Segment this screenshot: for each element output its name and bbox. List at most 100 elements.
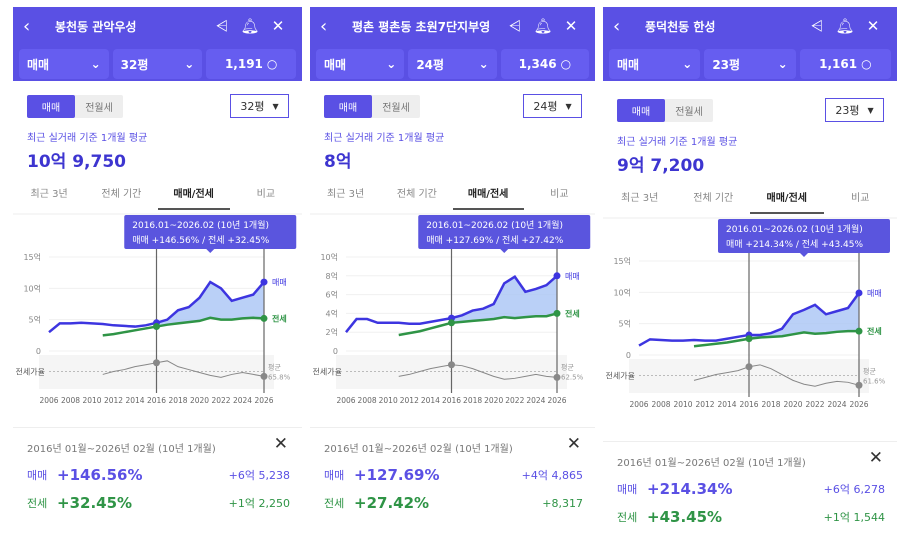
jeonse-line [102,316,265,337]
toggle-sale[interactable]: 매매 [324,95,372,118]
jeonse-line [693,329,859,348]
trade-type-value: 매매 [617,57,640,72]
jeonse-label: 전세 [27,497,48,510]
share-icon[interactable]: ⩤ [215,17,228,35]
toggle-rent[interactable]: 전월세 [85,103,113,114]
comment-count: 1,346 [518,57,557,71]
toggle-rent[interactable]: 전월세 [675,107,703,118]
size-select[interactable]: 32평 ⌄ [112,49,203,79]
share-icon[interactable]: ⩤ [810,17,823,35]
x-tick-label: 2006 [629,400,648,409]
bell-icon[interactable]: 🔔︎ [835,17,855,35]
comments-button[interactable]: 1,191 ○ [206,49,297,79]
back-icon[interactable]: ‹ [23,15,31,37]
comments-button[interactable]: 1,346 ○ [500,49,589,79]
back-icon[interactable]: ‹ [320,15,328,37]
close-icon[interactable]: ✕ [273,434,288,454]
toggle-sale[interactable]: 매매 [617,99,665,122]
price-subtitle: 최근 실거래 기준 1개월 평균 [617,137,738,148]
trade-type-select[interactable]: 매매 ⌄ [609,49,701,79]
tooltip-range: 2016.01~2026.02 (10년 1개월) [726,223,863,235]
size-value: 24평 [416,57,445,72]
range-date: 2016년 01월~2026년 02월 (10년 1개월) [617,458,806,469]
x-tick-label: 2024 [827,400,846,409]
x-tick-label: 2006 [336,396,355,405]
tab-recent-3y[interactable]: 최근 3년 [327,189,365,200]
size-dropdown[interactable]: 23평 ▼ [825,98,884,122]
y-tick-label: 10억 [320,252,338,262]
deal-toggle: 매매 전월세 [617,99,713,122]
y-tick-label: 4억 [326,308,338,318]
tab-recent-3y[interactable]: 최근 3년 [621,193,659,204]
close-icon[interactable]: ✕ [564,17,578,35]
trade-type-select[interactable]: 매매 ⌄ [19,49,109,79]
close-icon[interactable]: ✕ [868,448,883,468]
jeonse-amount: +8,317 [542,496,583,510]
jeonse-percent: +43.45% [647,508,723,526]
sale-percent: +146.56% [57,466,143,484]
close-icon[interactable]: ✕ [566,434,581,454]
tab-all-period[interactable]: 전체 기간 [101,189,142,200]
size-select[interactable]: 24평 ⌄ [408,49,497,79]
apartment-title: 풍덕천동 한성 [645,19,716,34]
chart-tabs: 최근 3년 전체 기간 매매/전세 비교 [603,189,897,214]
size-dropdown[interactable]: 24평 ▼ [523,94,582,118]
x-tick-label: 2008 [651,400,670,409]
comment-count: 1,161 [819,57,858,71]
jeonse-series-label: 전세 [565,308,580,318]
jeonse-series-label: 전세 [867,326,882,336]
back-icon[interactable]: ‹ [613,15,621,37]
x-tick-label: 2020 [484,396,503,405]
jeonse-point [745,335,753,343]
close-icon[interactable]: ✕ [866,17,880,35]
tab-all-period[interactable]: 전체 기간 [693,193,734,204]
toggle-sale[interactable]: 매매 [27,95,75,118]
sale-amount: +6억 5,238 [228,469,290,482]
tab-compare[interactable]: 비교 [550,189,569,200]
jeonse-percent: +27.42% [354,494,430,512]
x-tick-label: 2014 [421,396,440,405]
tooltip-arrow [500,249,509,253]
rate-point [745,363,753,371]
tab-compare[interactable]: 비교 [851,193,870,204]
toggle-rent[interactable]: 전월세 [382,103,410,114]
x-tick-label: 2018 [761,400,780,409]
x-tick-label: 2020 [190,396,209,405]
sale-percent: +214.34% [647,480,733,498]
x-tick-label: 2016 [739,400,758,409]
tab-all-period[interactable]: 전체 기간 [396,189,437,200]
x-tick-label: 2010 [82,396,101,405]
trade-type-select[interactable]: 매매 ⌄ [316,49,405,79]
jeonse-label: 전세 [324,497,345,510]
comment-icon: ○ [861,57,872,71]
x-tick-label: 2026 [254,396,273,405]
gain-area [451,275,557,323]
size-dropdown[interactable]: 32평 ▼ [230,94,289,118]
tab-sale-jeonse[interactable]: 매매/전세 [452,185,524,210]
tab-compare[interactable]: 비교 [256,189,276,200]
tab-sale-jeonse[interactable]: 매매/전세 [157,185,230,210]
close-icon[interactable]: ✕ [271,17,285,35]
x-tick-label: 2012 [400,396,419,405]
share-icon[interactable]: ⩤ [508,17,521,35]
tooltip-change: 매매 +214.34% / 전세 +43.45% [726,239,863,250]
tooltip-arrow [800,253,808,257]
apartment-title: 평촌 평촌동 초원7단지부영 [352,19,491,34]
bell-icon[interactable]: 🔔︎ [240,17,260,35]
rate-point [153,359,160,367]
tab-recent-3y[interactable]: 최근 3년 [30,189,68,200]
rate-point [448,361,455,369]
bell-icon[interactable]: 🔔︎ [533,17,553,35]
comments-button[interactable]: 1,161 ○ [799,49,891,79]
size-value: 23평 [712,57,741,72]
size-dropdown-value: 32평 [240,100,265,113]
apartment-panel: ‹ 풍덕천동 한성 ⩤ 🔔︎ ✕ 매매 ⌄ 23평 ⌄ 1,161 ○ 매매 전월세 … [603,7,897,543]
x-tick-label: 2008 [358,396,377,405]
tab-sale-jeonse[interactable]: 매매/전세 [750,189,824,214]
size-select[interactable]: 23평 ⌄ [704,49,796,79]
chart-tabs: 최근 3년 전체 기간 매매/전세 비교 [13,185,302,210]
y-tick-label: 0 [36,347,41,356]
